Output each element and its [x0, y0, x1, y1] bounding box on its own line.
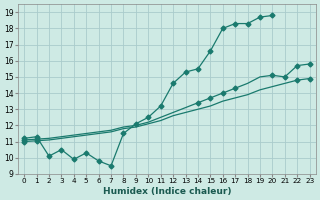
X-axis label: Humidex (Indice chaleur): Humidex (Indice chaleur) [103, 187, 231, 196]
